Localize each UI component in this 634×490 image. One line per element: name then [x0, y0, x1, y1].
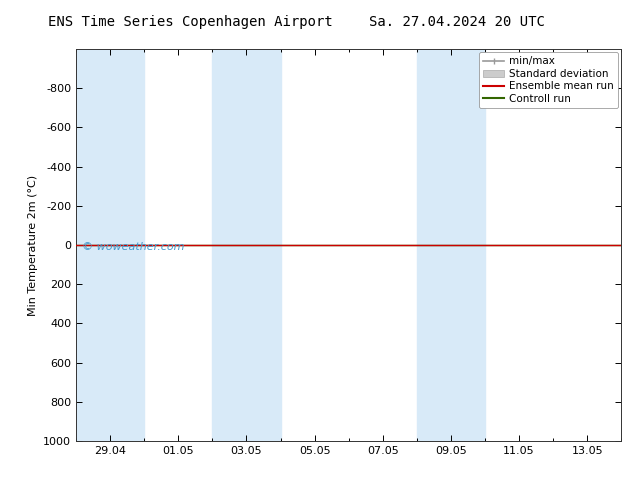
Bar	[76, 49, 144, 441]
Text: © woweather.com: © woweather.com	[82, 242, 184, 252]
Text: ENS Time Series Copenhagen Airport: ENS Time Series Copenhagen Airport	[48, 15, 333, 29]
Bar	[212, 49, 280, 441]
Bar	[417, 49, 485, 441]
Text: Sa. 27.04.2024 20 UTC: Sa. 27.04.2024 20 UTC	[368, 15, 545, 29]
Y-axis label: Min Temperature 2m (°C): Min Temperature 2m (°C)	[28, 174, 37, 316]
Legend: min/max, Standard deviation, Ensemble mean run, Controll run: min/max, Standard deviation, Ensemble me…	[479, 52, 618, 108]
